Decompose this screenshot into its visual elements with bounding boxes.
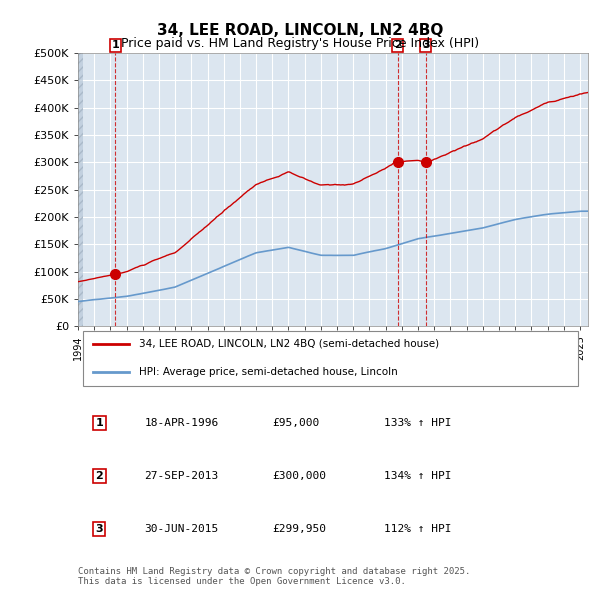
Text: 3: 3 xyxy=(422,40,430,50)
Text: HPI: Average price, semi-detached house, Lincoln: HPI: Average price, semi-detached house,… xyxy=(139,366,398,376)
Text: 2: 2 xyxy=(394,40,401,50)
Text: 1: 1 xyxy=(112,40,119,50)
Text: Price paid vs. HM Land Registry's House Price Index (HPI): Price paid vs. HM Land Registry's House … xyxy=(121,37,479,50)
Text: £300,000: £300,000 xyxy=(272,471,326,481)
Text: 134% ↑ HPI: 134% ↑ HPI xyxy=(384,471,452,481)
Text: 18-APR-1996: 18-APR-1996 xyxy=(145,418,218,428)
Bar xyxy=(78,53,83,326)
Text: 2: 2 xyxy=(95,471,103,481)
Text: £95,000: £95,000 xyxy=(272,418,319,428)
Text: 34, LEE ROAD, LINCOLN, LN2 4BQ (semi-detached house): 34, LEE ROAD, LINCOLN, LN2 4BQ (semi-det… xyxy=(139,339,439,349)
Text: 112% ↑ HPI: 112% ↑ HPI xyxy=(384,524,452,534)
Text: Contains HM Land Registry data © Crown copyright and database right 2025.
This d: Contains HM Land Registry data © Crown c… xyxy=(78,567,470,586)
Text: 133% ↑ HPI: 133% ↑ HPI xyxy=(384,418,452,428)
Text: 3: 3 xyxy=(95,524,103,534)
Text: 34, LEE ROAD, LINCOLN, LN2 4BQ: 34, LEE ROAD, LINCOLN, LN2 4BQ xyxy=(157,24,443,38)
Text: 30-JUN-2015: 30-JUN-2015 xyxy=(145,524,218,534)
Text: 1: 1 xyxy=(95,418,103,428)
Text: £299,950: £299,950 xyxy=(272,524,326,534)
FancyBboxPatch shape xyxy=(83,330,578,386)
Text: 27-SEP-2013: 27-SEP-2013 xyxy=(145,471,218,481)
